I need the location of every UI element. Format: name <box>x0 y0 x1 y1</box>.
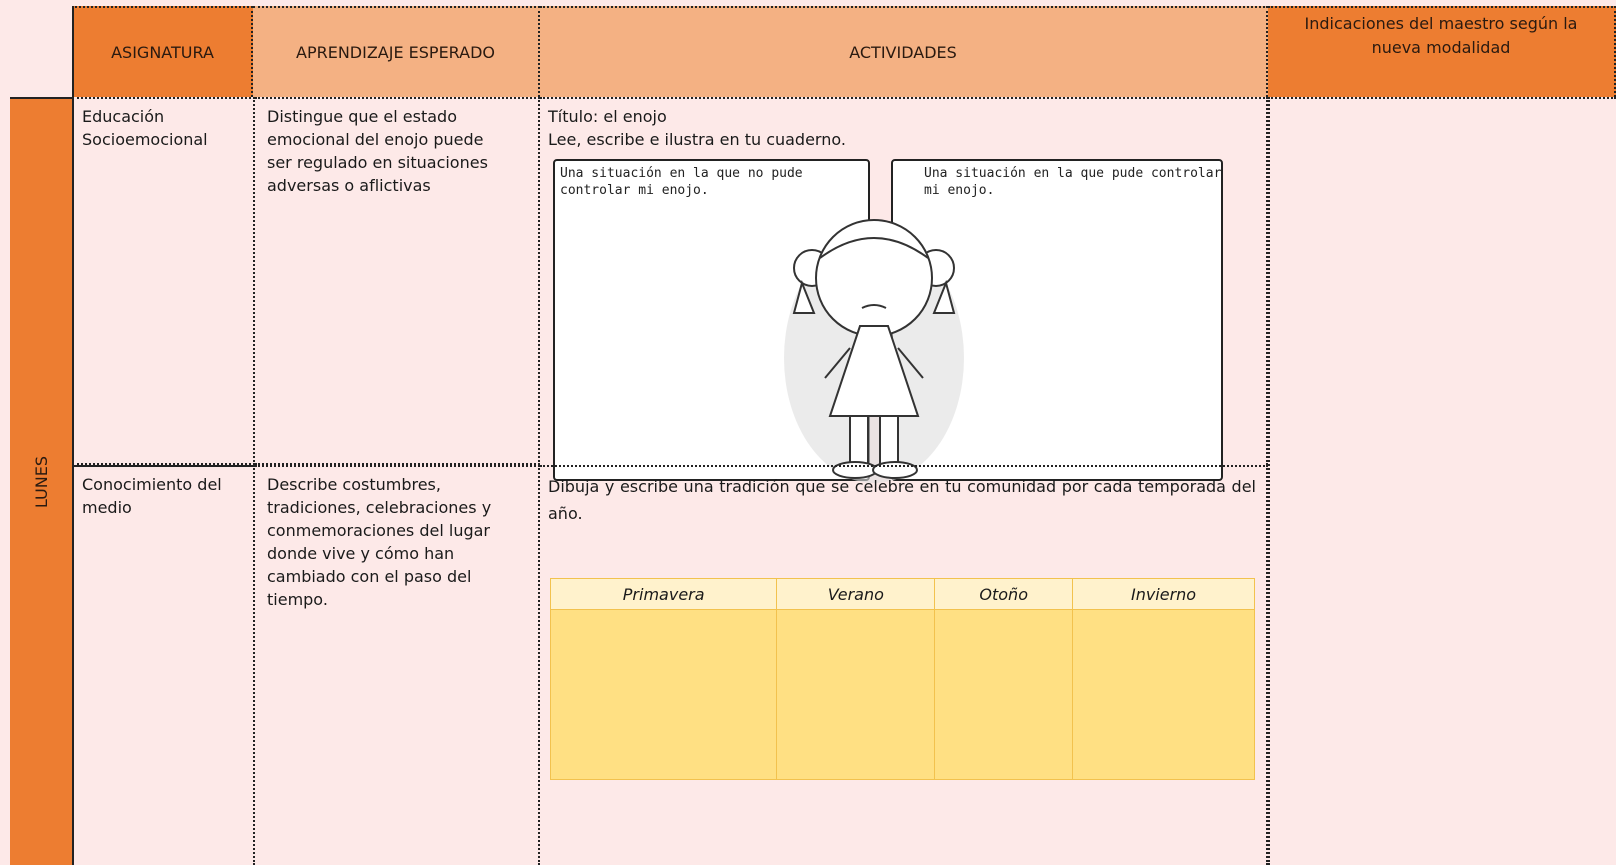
header-cell: APRENDIZAJE ESPERADO <box>253 6 540 97</box>
worksheet-box-text: Una situación en la que no pude controla… <box>560 166 803 198</box>
season: Invierno <box>1072 578 1255 610</box>
activity-cell: Dibuja y escribe una tradición que se ce… <box>540 465 1268 865</box>
learning-cell: Distingue que el estado emocional del en… <box>255 97 540 465</box>
activity-instruction: Lee, escribe e ilustra en tu cuaderno. <box>548 130 846 149</box>
header-cell: Indicaciones del maestro según la nueva … <box>1268 6 1616 97</box>
seasons-table: Primavera Verano Otoño Invierno <box>549 578 1255 780</box>
indications-cell <box>1268 97 1616 865</box>
activity-instruction: Dibuja y escribe una tradición que se ce… <box>548 477 1256 523</box>
day-cell: LUNES <box>10 97 72 865</box>
learning-cell: Describe costumbres, tradiciones, celebr… <box>255 465 540 865</box>
day-label: LUNES <box>31 455 51 509</box>
season: Verano <box>776 578 936 610</box>
season: Otoño <box>934 578 1074 610</box>
worksheet-box-text: Una situación en la que pude controlar m… <box>924 166 1222 198</box>
subject-cell: Conocimiento del medio <box>72 465 255 865</box>
subject-cell: Educación Socioemocional <box>72 97 255 465</box>
activity-title: Título: el enojo <box>548 107 667 126</box>
seasons-header: Primavera Verano Otoño Invierno <box>549 578 1255 610</box>
header-cell: ASIGNATURA <box>72 6 253 97</box>
worksheet-image <box>553 159 1223 483</box>
season: Primavera <box>549 578 778 610</box>
header-cell: ACTIVIDADES <box>540 6 1268 97</box>
activity-cell: Título: el enojo Lee, escribe e ilustra … <box>540 97 1268 465</box>
seasons-body <box>549 609 1255 780</box>
